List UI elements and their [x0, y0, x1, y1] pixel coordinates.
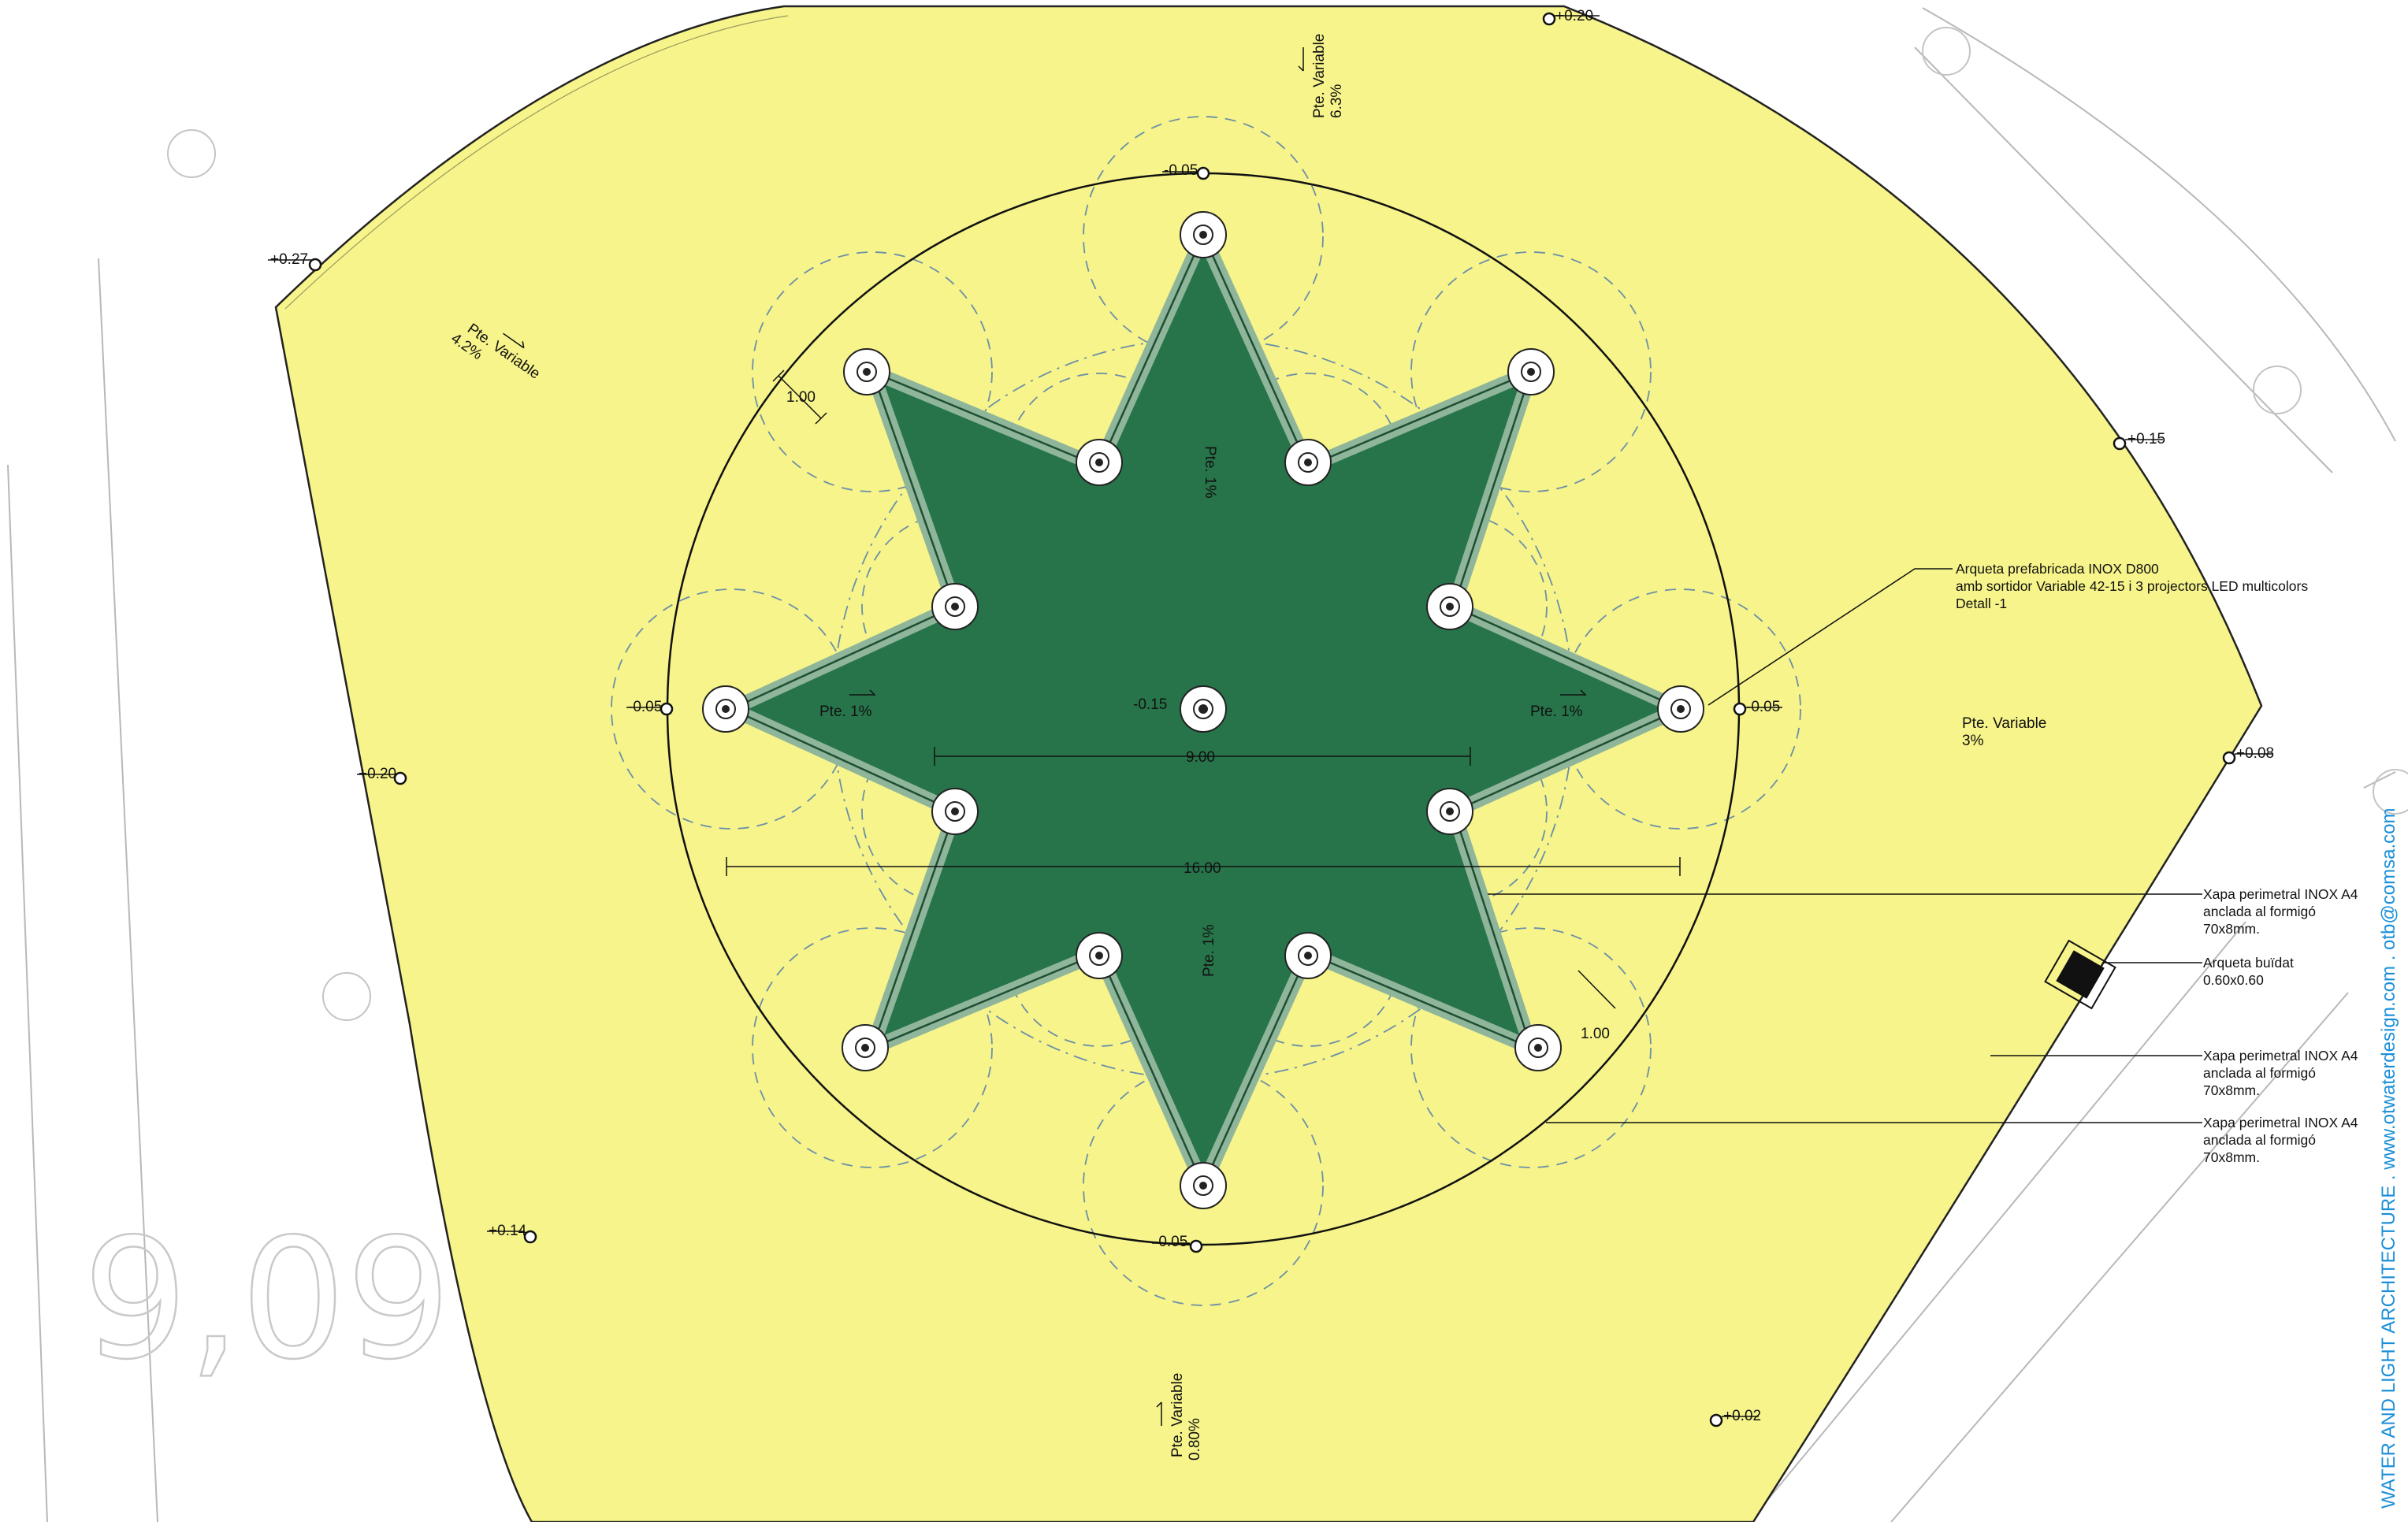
elev-right-mid: +0.08 [2236, 745, 2274, 762]
nozzle-symbol [1426, 583, 1473, 630]
nozzle-symbol [843, 348, 890, 395]
callout-xapa1-line2: anclada al formigó [2203, 904, 2316, 919]
slope-inner-bottom-text: Pte. 1% [1201, 924, 1217, 977]
nozzle-symbol [1284, 439, 1332, 486]
callout-leaders [1488, 568, 2202, 1123]
drain-box [2044, 939, 2116, 1010]
nozzle-symbol [1426, 788, 1473, 835]
street-lines [7, 7, 2396, 1522]
dim-outer-width: 16.00 [1184, 860, 1221, 877]
slope-top-pct: 6.3% [1328, 84, 1345, 118]
callout-xapa2-line1: Xapa perimetral INOX A4 [2203, 1048, 2358, 1064]
nozzle-symbol [1284, 932, 1332, 979]
elev-center: -0.15 [1133, 696, 1167, 713]
elev-right-upper: +0.15 [2127, 431, 2165, 447]
dim-inner-width: 9.00 [1186, 749, 1215, 766]
slope-top-word: Pte. Variable [1311, 34, 1328, 118]
callout-xapa1-line1: Xapa perimetral INOX A4 [2203, 886, 2358, 902]
nozzles [702, 211, 1704, 1209]
slope-arrows [849, 689, 1587, 696]
callout-xapa3-line2: anclada al formigó [2203, 1132, 2316, 1148]
nozzle-symbol [842, 1024, 889, 1071]
callout-xapa1-line3: 70x8mm. [2203, 921, 2260, 937]
slope-inner-left: Pte. 1% [819, 703, 872, 720]
elev-lower-left: +0.14 [489, 1223, 527, 1239]
slope-bottom: Pte. Variable 0.80% [1156, 1373, 1203, 1461]
elev-ring-top: -0.05 [1164, 162, 1198, 179]
dim-band-lower: 1.00 [1581, 1026, 1610, 1042]
slope-bottom-pct: 0.80% [1187, 1418, 1203, 1461]
slope-inner-top: Pte. 1% [1202, 446, 1218, 499]
callout-xapa2-line3: 70x8mm. [2203, 1082, 2260, 1098]
callout-xapa2-line2: anclada al formigó [2203, 1065, 2316, 1081]
slope-right-word: Pte. Variable [1962, 715, 2046, 732]
elev-ring-right: -0.05 [1746, 699, 1780, 715]
callout-arqueta-line1: Arqueta prefabricada INOX D800 [1956, 561, 2159, 577]
elev-left-mid: +0.20 [359, 766, 396, 782]
callout-arqueta-line3: Detall -1 [1956, 596, 2007, 611]
elevation-markers [308, 12, 2236, 1427]
elev-upper-left: +0.27 [270, 251, 308, 268]
nozzle-symbol [1514, 1024, 1562, 1071]
dimension-lines [726, 369, 1681, 1009]
callout-buidat-line1: Arqueta buïdat [2203, 955, 2294, 971]
slope-inner-right: Pte. 1% [1530, 703, 1583, 720]
slope-inner-top-text: Pte. 1% [1202, 446, 1218, 499]
credit-text: WATER AND LIGHT ARCHITECTURE . www.otwat… [2378, 808, 2399, 1509]
slope-right-pct: 3% [1962, 733, 1984, 749]
nozzle-symbol [1657, 685, 1704, 733]
ghost-number: 9,09 [83, 1203, 452, 1396]
center-nozzle [1180, 685, 1227, 733]
dim-band-upper: 1.00 [786, 389, 816, 406]
nozzle-symbol [931, 583, 979, 630]
plaza-inner-edge [284, 15, 789, 310]
elev-top-right: +0.20 [1555, 8, 1593, 24]
elevation-leaders [268, 15, 2273, 1417]
callout-arqueta-line2: amb sortidor Variable 42-15 i 3 projecto… [1956, 578, 2308, 594]
nozzle-symbol [931, 788, 979, 835]
elev-ring-bottom: -0.05 [1154, 1234, 1187, 1250]
nozzle-symbol [1180, 1162, 1227, 1209]
nozzle-symbol [702, 685, 749, 733]
callout-xapa3-line3: 70x8mm. [2203, 1149, 2260, 1165]
nozzle-symbol [1180, 211, 1227, 258]
callout-buidat-line2: 0.60x0.60 [2203, 972, 2264, 988]
nozzle-symbol [1507, 348, 1555, 395]
slope-top: Pte. Variable 6.3% [1298, 34, 1345, 118]
nozzle-symbol [1076, 932, 1123, 979]
slope-inner-bottom: Pte. 1% [1201, 924, 1217, 977]
slope-bottom-word: Pte. Variable [1169, 1373, 1186, 1457]
nozzle-symbol [1076, 439, 1123, 486]
credit-block: WATER AND LIGHT ARCHITECTURE . www.otwat… [2378, 808, 2399, 1509]
elev-ring-left: -0.05 [628, 699, 662, 715]
callout-xapa3-line1: Xapa perimetral INOX A4 [2203, 1115, 2358, 1130]
elev-bottom-right: +0.02 [1723, 1408, 1761, 1424]
